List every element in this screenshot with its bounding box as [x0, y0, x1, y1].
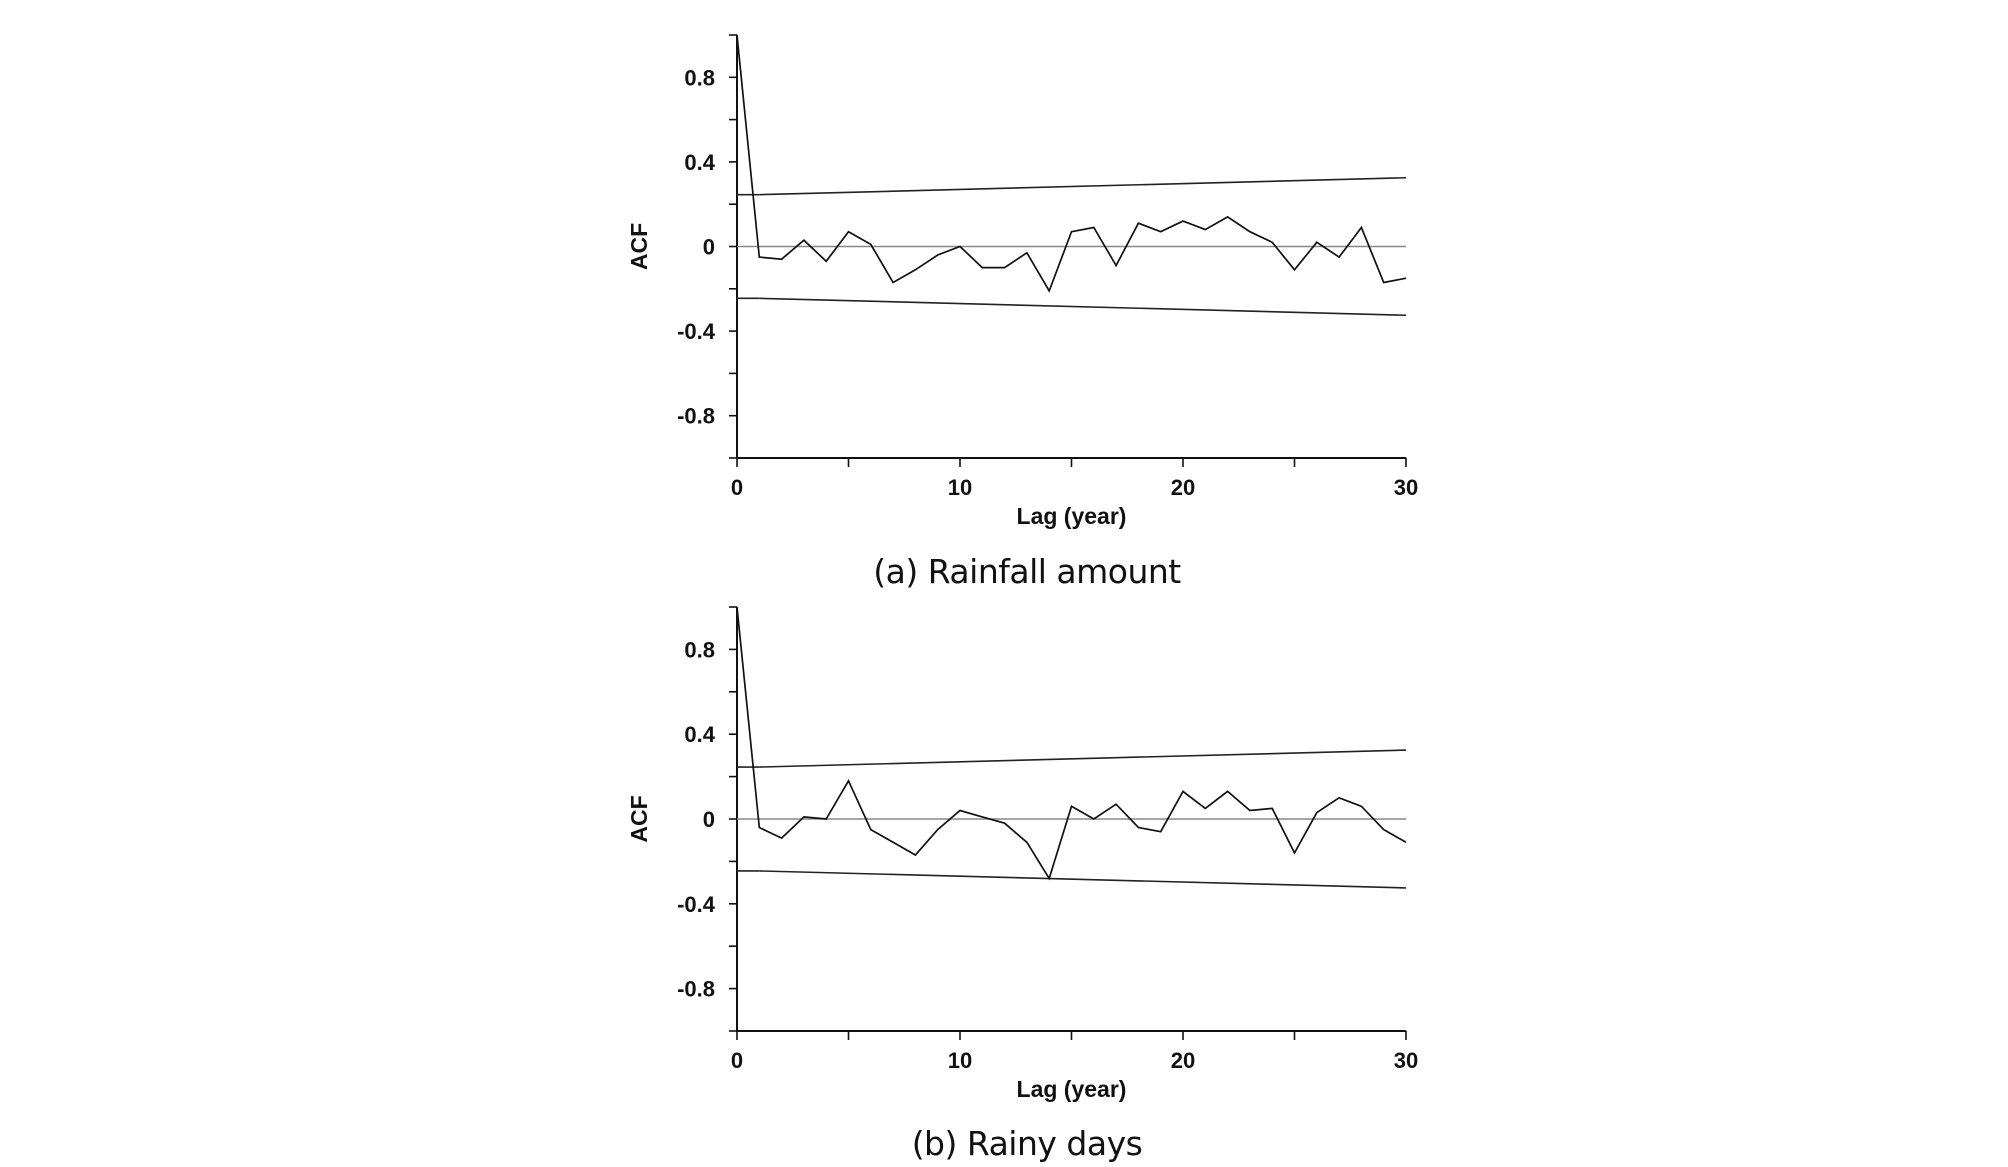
panel-b-x-tick-label: 20: [1171, 1048, 1195, 1073]
panel-a-upper-confidence-line: [759, 176, 1407, 196]
panel-b-x-tick-label: 10: [948, 1048, 972, 1073]
panel-rainy-days: 0.8 0.4 0 -0.4 -0.8 0 10 20 30 ACF Lag (year) (b) R…: [626, 606, 1418, 1163]
panel-a-lower-confidence-line: [759, 297, 1407, 317]
panel-b-x-tick-label: 0: [731, 1048, 743, 1073]
panel-a-y-tick-label: 0.4: [684, 150, 715, 175]
panel-a-y-axis-title: ACF: [626, 223, 652, 270]
panel-a-x-tick-label: 10: [948, 475, 972, 500]
panel-rainfall-amount: 0.8 0.4 0 -0.4 -0.8 0 10 20 30 ACF Lag (year) (a) R…: [626, 34, 1418, 591]
panel-b-upper-confidence-line: [759, 749, 1407, 768]
panel-b-lower-confidence-line: [759, 870, 1407, 889]
panel-b-x-axis-title: Lag (year): [1017, 1076, 1127, 1102]
panel-b-y-tick-label: 0.4: [684, 722, 715, 747]
panel-a-x-tick-label: 30: [1394, 475, 1418, 500]
panel-b-x-tick-label: 30: [1394, 1048, 1418, 1073]
panel-b-y-tick-label: 0.8: [684, 637, 715, 662]
panel-a-x-tick-label: 0: [731, 475, 743, 500]
panel-b-y-tick-label: -0.4: [677, 892, 716, 917]
panel-a-y-tick-label: 0: [703, 235, 715, 260]
panel-b-acf-series-line: [736, 606, 1407, 881]
panel-a-caption: (a) Rainfall amount: [873, 552, 1181, 591]
panel-a-y-tick-label: -0.8: [677, 404, 715, 429]
panel-a-x-tick-label: 20: [1171, 475, 1195, 500]
panel-a-y-tick-label: 0.8: [684, 65, 715, 90]
panel-b-y-tick-label: 0: [703, 807, 715, 832]
panel-b-y-tick-label: -0.8: [677, 977, 715, 1002]
panel-a-x-axis-title: Lag (year): [1017, 503, 1127, 529]
panel-b-caption: (b) Rainy days: [912, 1124, 1143, 1163]
panel-a-y-tick-label: -0.4: [677, 319, 716, 344]
panel-b-y-axis-title: ACF: [626, 795, 652, 842]
panel-a-acf-series-line: [736, 34, 1407, 293]
